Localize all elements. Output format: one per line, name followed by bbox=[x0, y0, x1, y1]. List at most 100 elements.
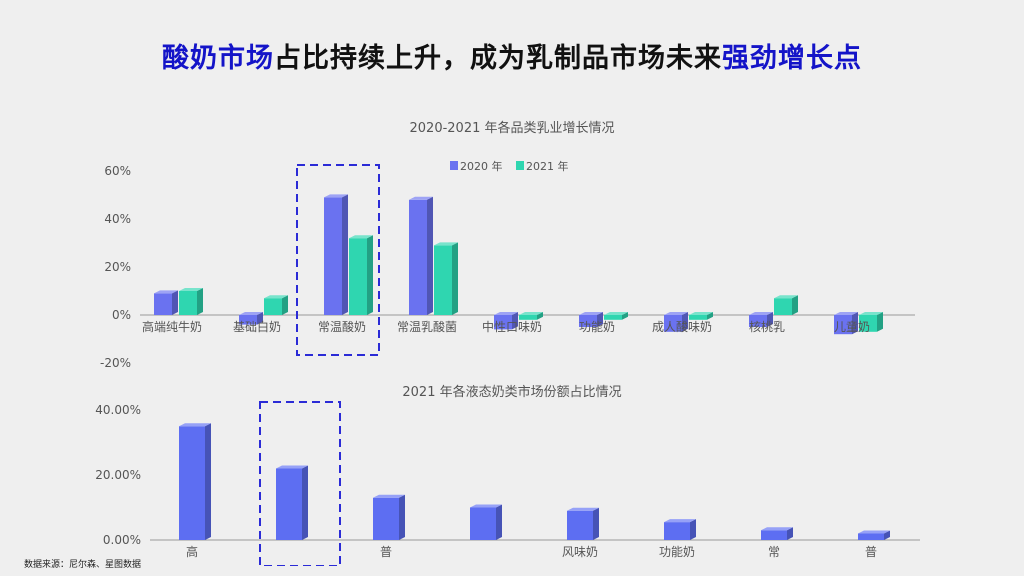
chart1-ytick: 20% bbox=[104, 260, 131, 274]
chart1-xtick: 核桃乳 bbox=[749, 319, 785, 334]
chart1-bar-side bbox=[342, 194, 348, 315]
chart2-bar-top bbox=[179, 423, 211, 427]
chart1-bar bbox=[409, 196, 433, 315]
chart1-bar-side bbox=[367, 235, 373, 315]
chart2-xtick: 高 bbox=[186, 544, 198, 559]
chart1-bar bbox=[859, 312, 883, 332]
chart1-bar-top bbox=[859, 312, 883, 315]
title-highlight-2: 强劲增长点 bbox=[722, 43, 862, 74]
chart1-bar bbox=[834, 312, 858, 335]
chart1-bar-side bbox=[257, 312, 263, 325]
chart2-bar-top bbox=[373, 494, 405, 498]
chart1-bar bbox=[604, 312, 628, 320]
chart1-title: 2020-2021 年各品类乳业增长情况 bbox=[410, 120, 615, 136]
chart1-bar-face bbox=[264, 298, 282, 315]
chart2-xtick: 普 bbox=[380, 545, 392, 559]
chart1-xtick: 高端纯牛奶 bbox=[142, 319, 202, 334]
chart1-highlight-box bbox=[296, 164, 380, 356]
chart2-bar bbox=[179, 423, 211, 540]
chart1-bar bbox=[324, 194, 348, 315]
chart2-bar-face bbox=[373, 497, 399, 540]
legend-swatch-0 bbox=[450, 161, 458, 170]
chart2-bar-top bbox=[470, 504, 502, 508]
chart2-bar-top bbox=[567, 507, 599, 511]
chart2-bar-side bbox=[399, 494, 405, 540]
title-highlight-1: 酸奶市场 bbox=[162, 43, 274, 74]
chart1-bar-top bbox=[749, 312, 773, 315]
chart1-bar-top bbox=[834, 312, 858, 315]
chart1-bar-face bbox=[689, 315, 707, 320]
chart2-bar-side bbox=[690, 519, 696, 540]
chart1-bar-side bbox=[682, 312, 688, 332]
chart1-bar-top bbox=[519, 312, 543, 315]
chart2-ytick: 20.00% bbox=[95, 468, 141, 482]
chart1-bar-top bbox=[604, 312, 628, 315]
chart1-bar-side bbox=[622, 312, 628, 320]
chart1-bar bbox=[749, 312, 773, 327]
chart1-bar-top bbox=[579, 312, 603, 315]
chart1-bar-face bbox=[434, 245, 452, 315]
chart2-ytick: 0.00% bbox=[103, 533, 141, 547]
chart1-bar-face bbox=[774, 298, 792, 315]
chart1-ytick: 60% bbox=[104, 164, 131, 178]
chart2-ytick: 40.00% bbox=[95, 403, 141, 417]
chart1-bar-face bbox=[494, 315, 512, 330]
chart2-bar bbox=[664, 519, 696, 540]
chart1-bar bbox=[264, 295, 288, 315]
chart1-bar-top bbox=[434, 242, 458, 246]
chart2-bar-face bbox=[858, 533, 884, 540]
title-middle: 占比持续上升，成为乳制品市场未来 bbox=[274, 43, 722, 74]
chart2-bar bbox=[567, 507, 599, 540]
page-title: 酸奶市场占比持续上升，成为乳制品市场未来强劲增长点 bbox=[0, 36, 1024, 75]
chart1-bar-side bbox=[707, 312, 713, 320]
chart2-bar-face bbox=[470, 507, 496, 540]
chart1-bar-top bbox=[179, 288, 203, 291]
chart1-xtick: 成人酸味奶 bbox=[652, 319, 712, 334]
chart1-bar-side bbox=[172, 290, 178, 315]
chart1-bar-face bbox=[239, 315, 257, 325]
chart1-bar-top bbox=[324, 194, 348, 198]
chart1-bar-top bbox=[664, 312, 688, 315]
chart2-bar-face bbox=[179, 426, 205, 540]
chart1-xtick: 基础白奶 bbox=[233, 319, 281, 334]
chart1-bar-top bbox=[494, 312, 518, 315]
chart2-bar bbox=[373, 494, 405, 540]
chart1-bar-face bbox=[519, 315, 537, 320]
chart1-bar-side bbox=[427, 196, 433, 315]
chart1-bar-top bbox=[349, 235, 373, 239]
growth-bar-chart: 2020-2021 年各品类乳业增长情况 60% 40% 20% 0% -20% 2020 … bbox=[100, 120, 915, 370]
legend-label-1: 2021 年 bbox=[526, 159, 569, 173]
chart1-bar-side bbox=[197, 288, 203, 315]
chart1-bar-side bbox=[767, 312, 773, 327]
chart2-title: 2021 年各液态奶类市场份额占比情况 bbox=[402, 384, 621, 400]
chart1-bar-face bbox=[664, 315, 682, 332]
source-note: 数据来源：尼尔森、星图数据 bbox=[24, 560, 142, 570]
chart1-bar-face bbox=[349, 238, 367, 315]
chart2-bar bbox=[276, 465, 308, 540]
chart1-bar bbox=[494, 312, 518, 330]
chart1-xtick: 中性口味奶 bbox=[482, 319, 542, 334]
chart1-ytick: 0% bbox=[112, 308, 131, 322]
chart1-bar-face bbox=[859, 315, 877, 332]
chart1-legend: 2020 年 2021 年 bbox=[450, 159, 569, 173]
chart1-bar-face bbox=[409, 199, 427, 315]
chart1-bar-face bbox=[579, 315, 597, 327]
chart1-bar bbox=[664, 312, 688, 332]
chart2-bar-face bbox=[664, 522, 690, 540]
chart1-bar-face bbox=[179, 291, 197, 315]
chart1-bar-face bbox=[834, 315, 852, 335]
chart2-bar-top bbox=[276, 465, 308, 469]
chart2-bar bbox=[858, 530, 890, 540]
chart1-bar-side bbox=[792, 295, 798, 315]
chart2-bar bbox=[470, 504, 502, 540]
chart2-xtick: 风味奶 bbox=[562, 545, 598, 559]
chart1-bar-side bbox=[282, 295, 288, 315]
chart2-bar-face bbox=[567, 510, 593, 540]
chart1-bar bbox=[179, 288, 203, 315]
chart1-bar-top bbox=[774, 295, 798, 299]
chart2-highlight-box bbox=[259, 401, 341, 566]
chart1-xtick: 常温乳酸菌 bbox=[397, 319, 457, 334]
legend-label-0: 2020 年 bbox=[460, 159, 503, 173]
chart1-bar-side bbox=[537, 312, 543, 320]
chart1-xtick: 常温酸奶 bbox=[318, 319, 366, 334]
